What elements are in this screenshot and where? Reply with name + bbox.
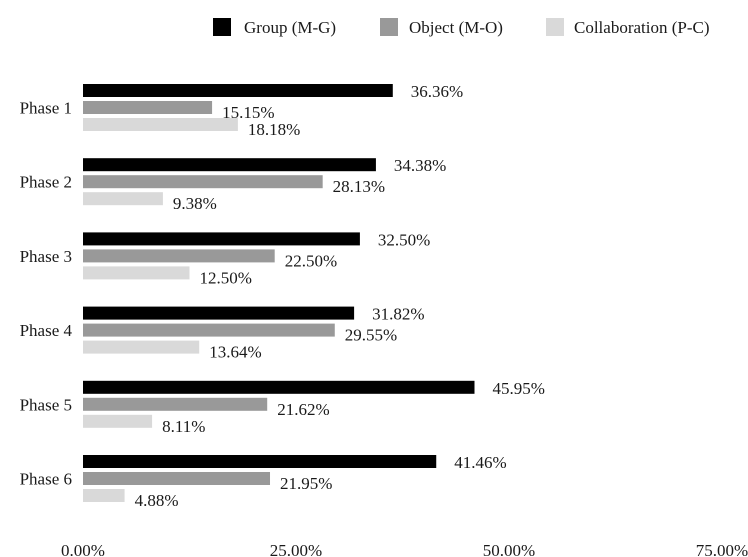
data-label: 13.64% xyxy=(209,343,261,362)
data-label: 15.15% xyxy=(222,103,274,122)
bar-phase-5-series-1 xyxy=(83,380,475,394)
data-label: 18.18% xyxy=(248,120,300,139)
data-label: 29.55% xyxy=(345,326,397,345)
data-label: 45.95% xyxy=(492,379,544,398)
category-label: Phase 2 xyxy=(20,173,72,192)
bar-phase-1-series-3 xyxy=(83,118,238,131)
bar-phase-3-series-1 xyxy=(83,232,360,246)
legend-swatch-2 xyxy=(380,18,398,36)
data-label: 34.38% xyxy=(394,156,446,175)
bar-phase-6-series-2 xyxy=(83,472,271,485)
data-label: 4.88% xyxy=(135,491,179,510)
bar-phase-3-series-3 xyxy=(83,266,190,280)
bars xyxy=(83,84,475,502)
legend-label-2: Object (M-O) xyxy=(409,18,503,37)
data-label: 21.62% xyxy=(277,400,329,419)
legend-swatch-1 xyxy=(213,18,231,36)
bar-phase-1-series-1 xyxy=(83,84,393,97)
legend-label-3: Collaboration (P-C) xyxy=(574,18,710,37)
legend-label-1: Group (M-G) xyxy=(244,18,336,37)
data-label: 32.50% xyxy=(378,230,430,249)
data-label: 41.46% xyxy=(454,453,506,472)
category-label: Phase 3 xyxy=(20,247,72,266)
category-label: Phase 1 xyxy=(20,99,72,118)
bar-phase-2-series-1 xyxy=(83,158,376,172)
category-label: Phase 4 xyxy=(20,321,73,340)
data-label: 31.82% xyxy=(372,305,424,324)
data-label: 36.36% xyxy=(411,82,463,101)
category-label: Phase 5 xyxy=(20,395,72,414)
bar-phase-5-series-3 xyxy=(83,414,153,428)
data-label: 9.38% xyxy=(173,194,217,213)
data-label: 22.50% xyxy=(285,251,337,270)
category-label: Phase 6 xyxy=(20,470,72,489)
data-labels: 36.36% 15.15%18.18% 34.38% 28.13% 9.38% 32.50… xyxy=(135,82,545,510)
category-labels: Phase 1 Phase 2 Phase 3 Phase 4 Phase 5 Phase… xyxy=(20,99,73,489)
x-tick-label: 0.00% xyxy=(61,541,105,557)
bar-phase-4-series-2 xyxy=(83,323,335,337)
bar-phase-6-series-3 xyxy=(83,489,125,502)
bar-phase-4-series-3 xyxy=(83,340,200,354)
bar-phase-3-series-2 xyxy=(83,249,275,263)
bar-phase-5-series-2 xyxy=(83,397,268,411)
x-axis-tick-labels: 0.00% 25.00% 50.00% 75.00% xyxy=(61,541,748,557)
x-tick-label: 25.00% xyxy=(270,541,322,557)
data-label: 8.11% xyxy=(162,417,205,436)
legend-swatch-3 xyxy=(546,18,564,36)
data-label: 21.95% xyxy=(280,474,332,493)
bar-phase-6-series-1 xyxy=(83,455,437,468)
legend: Group (M-G) Object (M-O) Collaboration (P-… xyxy=(213,18,710,37)
x-tick-label: 75.00% xyxy=(696,541,748,557)
x-tick-label: 50.00% xyxy=(483,541,535,557)
bar-phase-1-series-2 xyxy=(83,101,213,114)
data-label: 12.50% xyxy=(200,268,252,287)
bar-phase-2-series-2 xyxy=(83,175,323,189)
bar-phase-2-series-3 xyxy=(83,192,163,206)
data-label: 28.13% xyxy=(333,177,385,196)
bar-phase-4-series-1 xyxy=(83,306,355,320)
